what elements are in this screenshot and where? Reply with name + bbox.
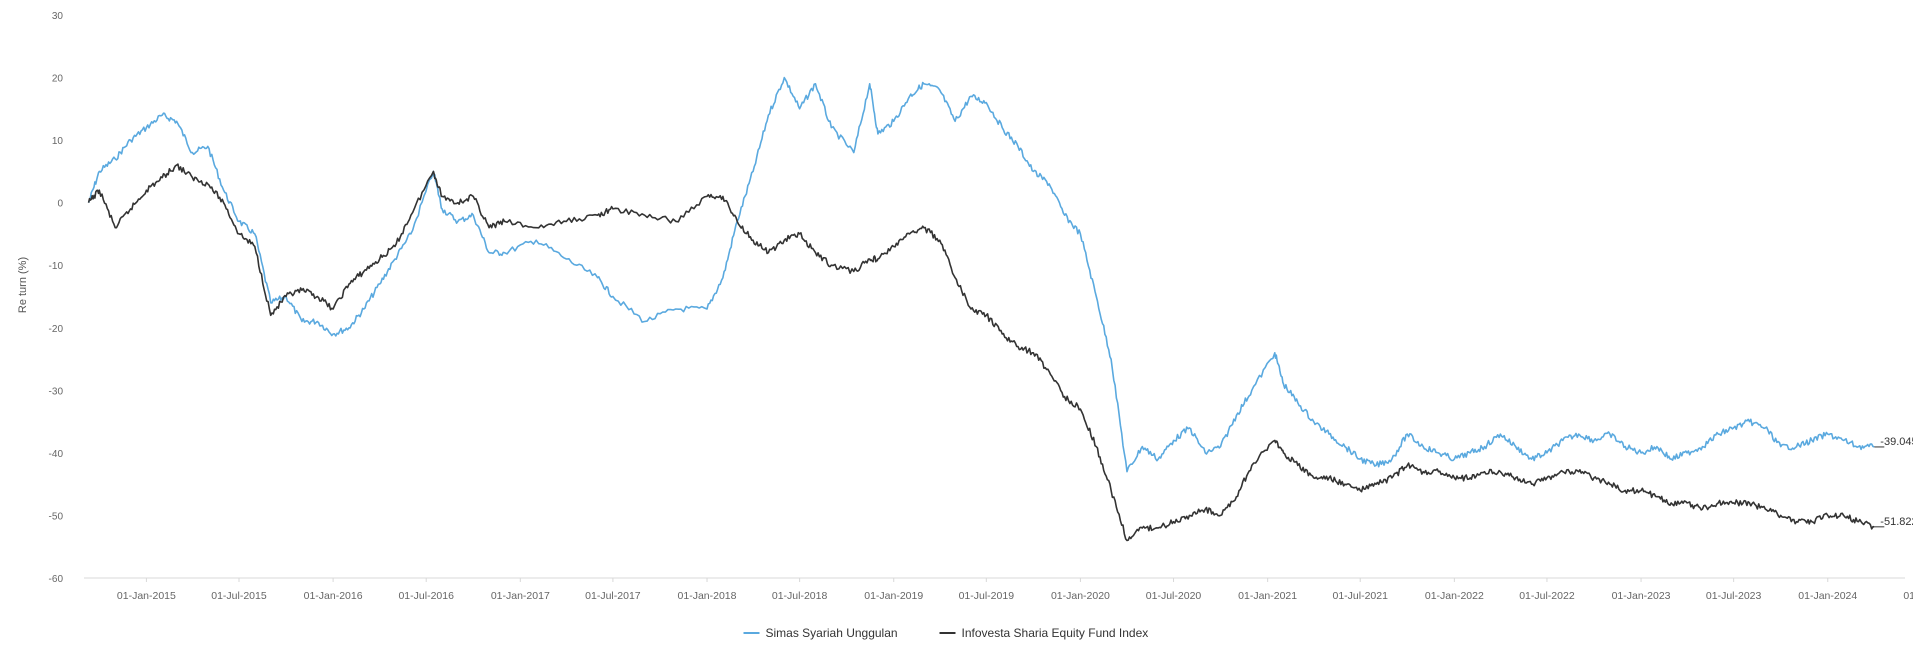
x-tick-label: 01-Jan-2018	[678, 590, 737, 602]
end-value-labels: -39.0458 -51.8224	[1874, 436, 1913, 528]
x-tick-label: 01-Jul-2017	[585, 590, 641, 602]
x-tick-label: 01-Jan-2023	[1612, 590, 1671, 602]
y-tick-label: -50	[49, 511, 64, 522]
y-tick-label: -30	[49, 386, 64, 397]
x-tick-label: 01-Jan-2019	[864, 590, 923, 602]
x-tick-label: 01-Jul-2020	[1146, 590, 1202, 602]
x-tick-label: 01-Jul-2018	[772, 590, 828, 602]
end-value-label: -39.0458	[1880, 436, 1913, 448]
y-tick-label: 30	[52, 11, 64, 22]
x-tick-label: 01-Jan-2016	[304, 590, 363, 602]
legend-item[interactable]: Simas Syariah Unggulan	[743, 626, 898, 640]
x-tick-label: 01-Jul-2016	[398, 590, 454, 602]
legend-label: Infovesta Sharia Equity Fund Index	[962, 626, 1149, 640]
y-tick-label: 20	[52, 74, 64, 85]
x-tick-label: 01-Jul-2021	[1333, 590, 1389, 602]
x-tick-label: 01-Jan-2020	[1051, 590, 1110, 602]
x-axis-ticks: 01-Jan-2015 01-Jul-2015 01-Jan-2016 01-Jul-…	[117, 578, 1913, 602]
y-tick-label: -40	[49, 449, 64, 460]
legend[interactable]: Simas Syariah Unggulan Infovesta Sharia E…	[743, 626, 1149, 640]
x-tick-label: 01-Jul-2022	[1519, 590, 1575, 602]
x-tick-label: 01-Jul-2023	[1706, 590, 1762, 602]
x-tick-label: 01-Jul-2019	[959, 590, 1015, 602]
y-tick-label: -60	[49, 574, 64, 585]
x-tick-label: 01-Jan-2017	[491, 590, 550, 602]
y-tick-label: -20	[49, 324, 64, 335]
legend-label: Simas Syariah Unggulan	[766, 626, 898, 640]
x-tick-label: 01-Jan-2015	[117, 590, 176, 602]
y-tick-label: -10	[49, 261, 64, 272]
legend-item[interactable]: Infovesta Sharia Equity Fund Index	[939, 626, 1149, 640]
x-tick-label: 01-Jul-2015	[211, 590, 267, 602]
y-axis-ticks: 30 20 10 0 -10 -20 -30 -40 -50 -60	[49, 11, 64, 585]
series-line[interactable]	[87, 163, 1875, 542]
x-tick-label: 01-Ju...	[1903, 590, 1913, 602]
y-axis-label: Re turn (%)	[17, 257, 29, 313]
end-value-label: -51.8224	[1880, 516, 1913, 528]
x-tick-label: 01-Jan-2021	[1238, 590, 1297, 602]
y-tick-label: 0	[57, 199, 63, 210]
y-tick-label: 10	[52, 136, 64, 147]
series-lines	[87, 76, 1875, 542]
x-tick-label: 01-Jan-2024	[1798, 590, 1857, 602]
series-line[interactable]	[87, 76, 1875, 473]
x-tick-label: 01-Jan-2022	[1425, 590, 1484, 602]
